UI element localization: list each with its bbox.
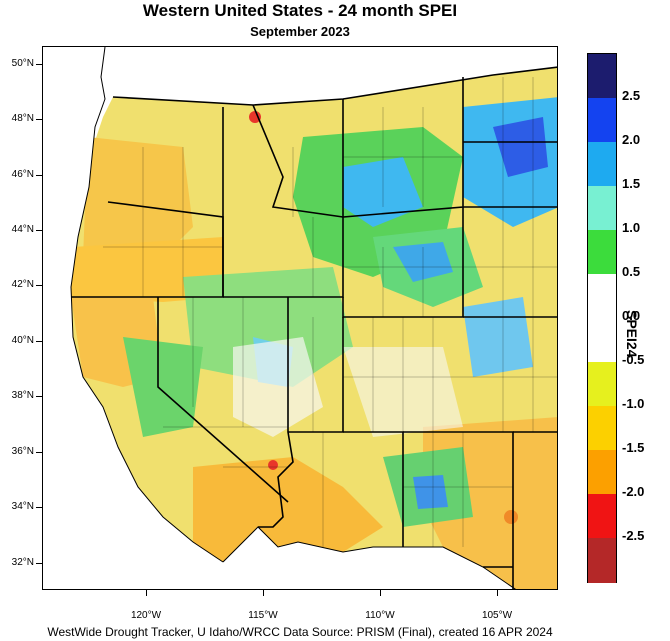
lat-label-32: 32°N: [11, 557, 34, 568]
lon-label-120: 120°W: [130, 610, 162, 621]
colorbar-tick-label: -2.5: [622, 528, 645, 543]
colorbar-segment: [588, 318, 616, 363]
colorbar-segment: [588, 98, 616, 143]
lon-label-105: 105°W: [481, 610, 513, 621]
colorbar-tick-label: 0.0: [622, 308, 641, 323]
colorbar-segment: [588, 450, 616, 495]
lat-label-42: 42°N: [11, 279, 34, 290]
colorbar-title: SPEI24: [624, 310, 640, 358]
map-title: Western United States - 24 month SPEI: [142, 1, 458, 20]
lat-label-38: 38°N: [11, 390, 34, 401]
colorbar-tick-label: 2.0: [622, 132, 641, 147]
colorbar-segment: [588, 406, 616, 451]
lat-label-46: 46°N: [11, 169, 34, 180]
colorbar-tick-label: 1.5: [622, 176, 641, 191]
colorbar-segment: [588, 274, 616, 319]
colorbar-segment: [588, 494, 616, 539]
lon-label-115: 115°W: [248, 610, 278, 621]
colorbar-tick-label: 0.5: [622, 264, 641, 279]
lat-label-40: 40°N: [11, 335, 34, 346]
lat-label-50: 50°N: [11, 58, 34, 69]
colorbar-tick-label: 1.0: [622, 220, 641, 235]
colorbar-segment: [588, 230, 616, 275]
colorbar-tick-label: -1.5: [622, 440, 645, 455]
map-panel: [42, 46, 558, 590]
map-subtitle: September 2023: [250, 24, 350, 39]
footer-credit: WestWide Drought Tracker, U Idaho/WRCC D…: [47, 625, 553, 639]
colorbar-segment: [588, 54, 616, 99]
lat-label-36: 36°N: [11, 446, 34, 457]
lat-label-44: 44°N: [11, 224, 34, 235]
colorbar-segment: [588, 186, 616, 231]
lat-label-48: 48°N: [11, 113, 34, 124]
lon-label-110: 110°W: [365, 610, 395, 621]
colorbar-tick-label: -2.0: [622, 484, 645, 499]
colorbar-segment: [588, 142, 616, 187]
colorbar: [587, 53, 617, 583]
colorbar-tick-label: 2.5: [622, 88, 641, 103]
lat-label-34: 34°N: [11, 501, 34, 512]
colorbar-tick-label: -0.5: [622, 352, 645, 367]
colorbar-segment: [588, 538, 616, 583]
spei-map: [43, 47, 557, 589]
colorbar-segment: [588, 362, 616, 407]
colorbar-tick-label: -1.0: [622, 396, 645, 411]
